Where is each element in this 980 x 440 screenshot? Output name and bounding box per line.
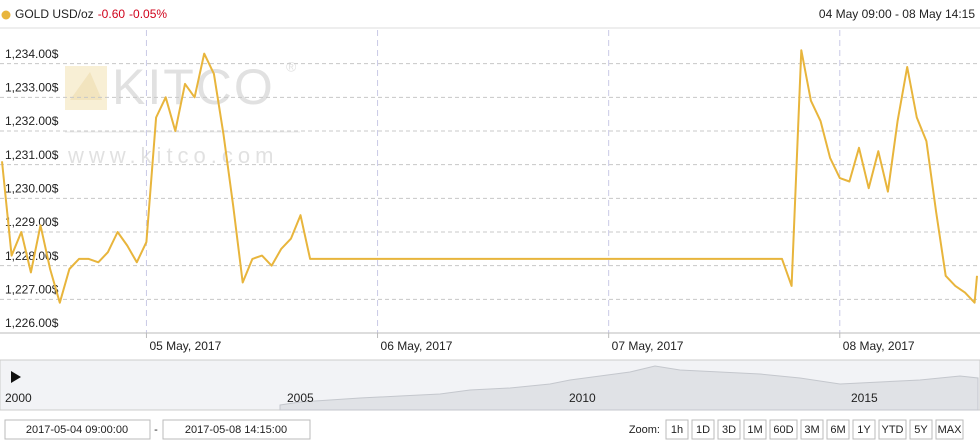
plot-area: 1,226.00$ 1,227.00$ 1,228.00$ 1,229.00$ 1,23…: [0, 30, 980, 338]
zoom-button-box: [909, 419, 933, 440]
navigator-label: 2000: [5, 391, 32, 405]
y-tick-label: 1,230.00$: [5, 182, 59, 196]
change-pct: -0.05%: [129, 7, 167, 21]
zoom-button-label: 5Y: [914, 424, 928, 436]
range-from[interactable]: 2017-05-04 09:00:00: [4, 419, 151, 440]
zoom-button-label: 1M: [747, 424, 762, 436]
zoom-button-box: [743, 419, 767, 440]
zoom-buttons: 1h 1D 3D 1M 60D 3M 6M 1Y YTD 5Y MAX: [665, 419, 964, 440]
x-tick-label: 05 May, 2017: [149, 339, 221, 353]
navigator-label: 2015: [851, 391, 878, 405]
range-to[interactable]: 2017-05-08 14:15:00: [162, 419, 311, 440]
y-tick-label: 1,232.00$: [5, 114, 59, 128]
zoom-button[interactable]: 60D: [769, 419, 798, 440]
watermark-logo: KITCO: [112, 59, 275, 115]
x-tick-label: 07 May, 2017: [612, 339, 684, 353]
zoom-button[interactable]: MAX: [935, 419, 964, 440]
header-range: 04 May 09:00 - 08 May 14:15: [819, 7, 975, 21]
zoom-button-box: [826, 419, 850, 440]
change: -0.60: [98, 7, 126, 21]
range-from-text: 2017-05-04 09:00:00: [26, 424, 128, 436]
zoom-button[interactable]: 3M: [800, 419, 824, 440]
play-button[interactable]: [11, 371, 21, 383]
y-tick-label: 1,233.00$: [5, 81, 59, 95]
navigator-labels: 2000 2005 2010 2015: [5, 391, 878, 405]
zoom-button[interactable]: 1Y: [852, 419, 876, 440]
x-tick-label: 06 May, 2017: [381, 339, 453, 353]
zoom-button[interactable]: 1D: [691, 419, 715, 440]
zoom-button-box: [769, 419, 798, 440]
zoom-label: Zoom:: [629, 424, 660, 436]
zoom-button[interactable]: 6M: [826, 419, 850, 440]
price-line: [1, 49, 978, 304]
navigator-label: 2010: [569, 391, 596, 405]
zoom-button-label: 60D: [773, 424, 793, 436]
zoom-button-box: [800, 419, 824, 440]
watermark-registered: ®: [286, 59, 297, 75]
watermark-url: www.kitco.com: [67, 143, 278, 168]
zoom-button-box: [665, 419, 689, 440]
y-tick-label: 1,228.00$: [5, 249, 59, 263]
navigator-area: [279, 365, 979, 411]
zoom-button-label: MAX: [938, 424, 963, 436]
zoom-button-box: [691, 419, 715, 440]
zoom-button-label: 3D: [722, 424, 736, 436]
zoom-button-label: YTD: [882, 424, 904, 436]
zoom-button-label: 1h: [671, 424, 683, 436]
y-tick-label: 1,229.00$: [5, 215, 59, 229]
watermark: KITCO ® www.kitco.com: [65, 59, 300, 168]
navigator-label: 2005: [287, 391, 314, 405]
zoom-button[interactable]: 5Y: [909, 419, 933, 440]
range-to-text: 2017-05-08 14:15:00: [185, 424, 287, 436]
zoom-button[interactable]: 1M: [743, 419, 767, 440]
x-tick-label: 08 May, 2017: [843, 339, 915, 353]
y-tick-label: 1,231.00$: [5, 148, 59, 162]
zoom-button-box: [717, 419, 741, 440]
zoom-button[interactable]: YTD: [878, 419, 907, 440]
symbol: GOLD USD/oz: [15, 7, 94, 21]
header-title: GOLD USD/oz -0.60 -0.05%: [15, 7, 167, 21]
zoom-button[interactable]: 3D: [717, 419, 741, 440]
series-dot: [1, 10, 11, 20]
zoom-button-label: 1D: [696, 424, 710, 436]
zoom-button-label: 6M: [830, 424, 845, 436]
zoom-button-label: 3M: [804, 424, 819, 436]
range-separator: -: [154, 424, 158, 436]
y-tick-label: 1,234.00$: [5, 47, 59, 61]
zoom-button-box: [935, 419, 964, 440]
y-tick-label: 1,227.00$: [5, 283, 59, 297]
y-tick-label: 1,226.00$: [5, 316, 59, 330]
zoom-button-label: 1Y: [857, 424, 871, 436]
zoom-button-box: [878, 419, 907, 440]
logo-emblem-shape: [70, 72, 102, 100]
zoom-button-box: [852, 419, 876, 440]
zoom-button[interactable]: 1h: [665, 419, 689, 440]
